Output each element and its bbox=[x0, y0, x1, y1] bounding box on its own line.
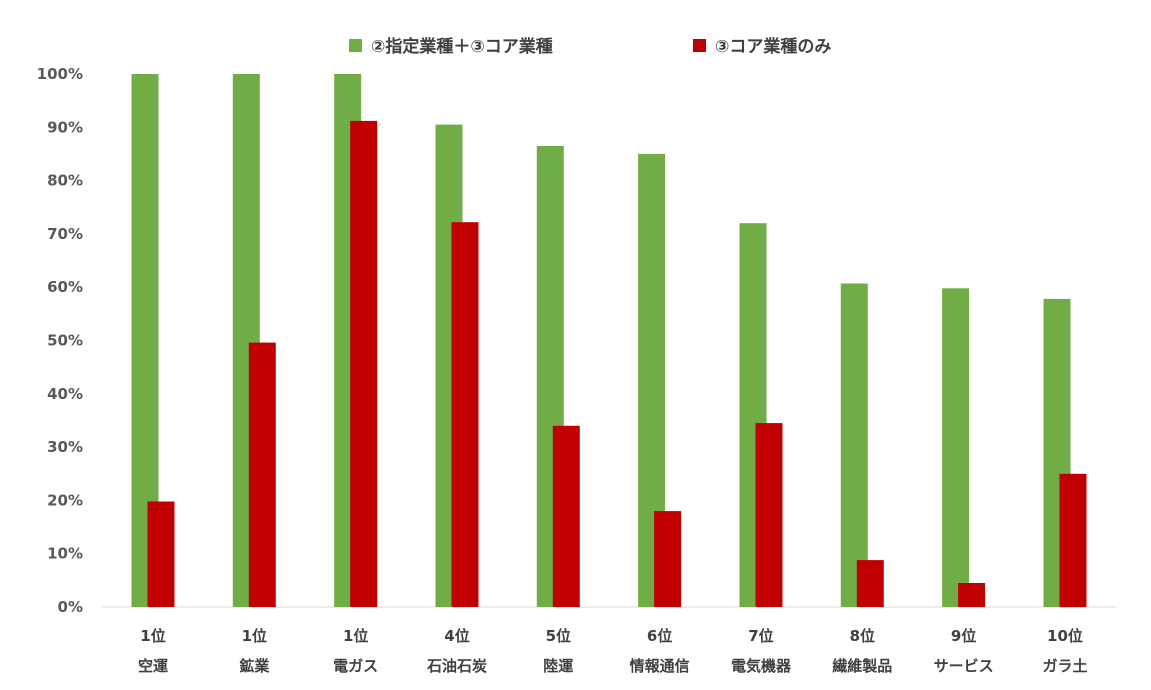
y-tick-label: 60% bbox=[47, 278, 83, 296]
legend-swatch bbox=[349, 39, 362, 52]
x-tick-category: 陸運 bbox=[543, 657, 574, 675]
x-tick-category: 情報通信 bbox=[630, 657, 690, 675]
y-tick-label: 40% bbox=[47, 385, 83, 403]
y-tick-label: 50% bbox=[47, 332, 83, 350]
y-axis: 0% 10% 20% 30% 40% 50% 60% 70% 80% 90% 100% bbox=[37, 65, 83, 616]
y-tick-label: 100% bbox=[37, 65, 83, 83]
legend-label: ②指定業種＋③コア業種 bbox=[371, 36, 553, 57]
y-tick-label: 90% bbox=[47, 118, 83, 136]
x-tick-rank: 9位 bbox=[951, 627, 976, 645]
y-tick-label: 10% bbox=[47, 545, 83, 563]
x-tick-rank: 7位 bbox=[748, 627, 773, 645]
x-tick-category: 石油石炭 bbox=[426, 657, 487, 675]
x-tick-category: ガラ土 bbox=[1042, 657, 1087, 675]
chart-legend: ②指定業種＋③コア業種 ③コア業種のみ bbox=[349, 36, 831, 57]
bar-core-only bbox=[350, 120, 378, 608]
x-tick-rank: 1位 bbox=[343, 627, 368, 645]
bar-core-only bbox=[147, 501, 175, 607]
legend-label: ③コア業種のみ bbox=[715, 36, 831, 57]
y-tick-label: 30% bbox=[47, 438, 83, 456]
x-tick-category: 繊維製品 bbox=[832, 657, 892, 675]
x-tick-category: 電気機器 bbox=[731, 657, 792, 675]
bar-core-only bbox=[1059, 473, 1087, 608]
bar-core-only bbox=[958, 583, 986, 607]
bar-core-only bbox=[755, 423, 783, 607]
x-tick-category: サービス bbox=[934, 657, 994, 675]
bar-designated-plus-core bbox=[840, 283, 868, 607]
x-tick-rank: 1位 bbox=[140, 627, 165, 645]
x-tick-category: 空運 bbox=[138, 657, 169, 675]
x-tick-rank: 10位 bbox=[1047, 627, 1083, 645]
bar-core-only bbox=[552, 425, 580, 607]
y-tick-label: 20% bbox=[47, 491, 83, 509]
x-tick-rank: 8位 bbox=[850, 627, 875, 645]
legend-swatch bbox=[693, 39, 706, 52]
bars bbox=[131, 74, 1087, 608]
x-tick-rank: 4位 bbox=[444, 627, 469, 645]
y-tick-label: 0% bbox=[58, 598, 83, 616]
x-tick-rank: 5位 bbox=[546, 627, 571, 645]
y-tick-label: 80% bbox=[47, 172, 83, 190]
bar-core-only bbox=[654, 511, 682, 607]
y-tick-label: 70% bbox=[47, 225, 83, 243]
x-tick-rank: 6位 bbox=[647, 627, 672, 645]
bar-core-only bbox=[451, 222, 479, 607]
bar-core-only bbox=[248, 342, 276, 607]
bar-designated-plus-core bbox=[942, 288, 970, 607]
x-tick-rank: 1位 bbox=[242, 627, 267, 645]
x-tick-category: 電ガス bbox=[333, 657, 378, 675]
x-tick-category: 鉱業 bbox=[239, 657, 270, 675]
bar-core-only bbox=[856, 560, 884, 607]
